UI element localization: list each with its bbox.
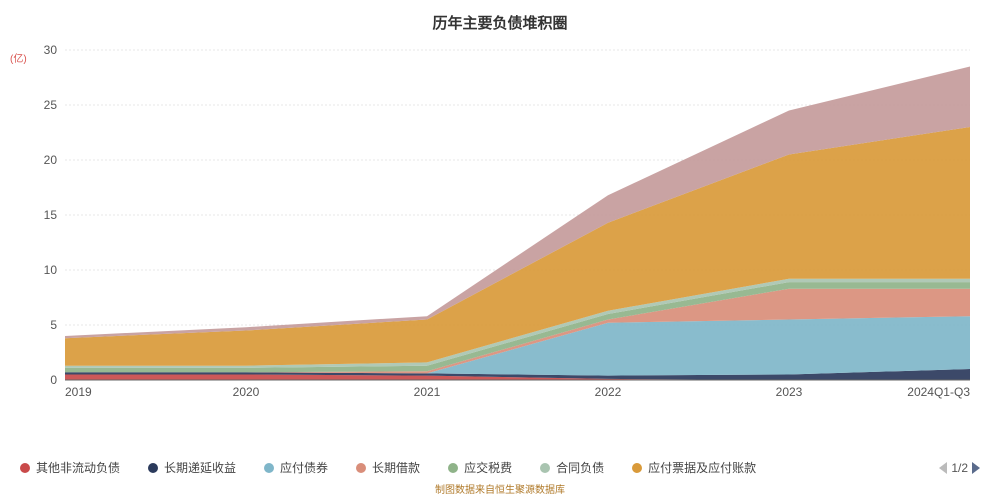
legend-swatch (448, 463, 458, 473)
y-tick-label: 5 (50, 318, 57, 332)
legend-swatch (264, 463, 274, 473)
legend-item[interactable]: 应付债券 (264, 459, 328, 476)
legend-swatch (20, 463, 30, 473)
pager-next-icon[interactable] (972, 462, 980, 474)
x-tick-label: 2023 (776, 385, 803, 399)
y-tick-label: 30 (44, 43, 58, 57)
chart-legend: 其他非流动负债 长期递延收益 应付债券 长期借款 应交税费 合同负债 应付票据及应付账款 1/… (0, 459, 1000, 476)
y-tick-label: 15 (44, 208, 58, 222)
y-tick-label: 20 (44, 153, 58, 167)
data-source-note: 制图数据来自恒生聚源数据库 (0, 481, 1000, 496)
legend-swatch (148, 463, 158, 473)
pager-prev-icon[interactable] (939, 462, 947, 474)
legend-item[interactable]: 长期借款 (356, 459, 420, 476)
stacked-area-chart-container: { "title": "历年主要负债堆积圈", "title_fontsize"… (0, 0, 1000, 500)
pager-text: 1/2 (951, 461, 968, 475)
y-tick-label: 0 (50, 373, 57, 387)
y-tick-label: 10 (44, 263, 58, 277)
chart-title: 历年主要负债堆积圈 (0, 0, 1000, 33)
legend-label: 合同负债 (556, 459, 604, 476)
chart-plot-area: 0 5 10 15 20 25 30 2019 2020 2021 2022 2023 2024Q1-Q… (40, 40, 980, 420)
legend-label: 应交税费 (464, 459, 512, 476)
legend-item[interactable]: 应付票据及应付账款 (632, 459, 756, 476)
stacked-area-svg: 0 5 10 15 20 25 30 2019 2020 2021 2022 2023 2024Q1-Q… (40, 40, 980, 420)
x-tick-label: 2019 (65, 385, 92, 399)
legend-label: 应付票据及应付账款 (648, 459, 756, 476)
legend-item[interactable]: 其他非流动负债 (20, 459, 120, 476)
legend-swatch (540, 463, 550, 473)
legend-swatch (356, 463, 366, 473)
y-tick-label: 25 (44, 98, 58, 112)
x-tick-label: 2024Q1-Q3 (907, 385, 970, 399)
x-tick-label: 2021 (414, 385, 441, 399)
legend-item[interactable]: 合同负债 (540, 459, 604, 476)
legend-label: 应付债券 (280, 459, 328, 476)
x-tick-label: 2022 (595, 385, 622, 399)
legend-swatch (632, 463, 642, 473)
legend-label: 其他非流动负债 (36, 459, 120, 476)
legend-pager: 1/2 (939, 461, 980, 475)
legend-label: 长期借款 (372, 459, 420, 476)
legend-item[interactable]: 长期递延收益 (148, 459, 236, 476)
x-tick-label: 2020 (233, 385, 260, 399)
legend-label: 长期递延收益 (164, 459, 236, 476)
legend-item[interactable]: 应交税费 (448, 459, 512, 476)
y-axis-unit-label: (亿) (10, 50, 27, 65)
